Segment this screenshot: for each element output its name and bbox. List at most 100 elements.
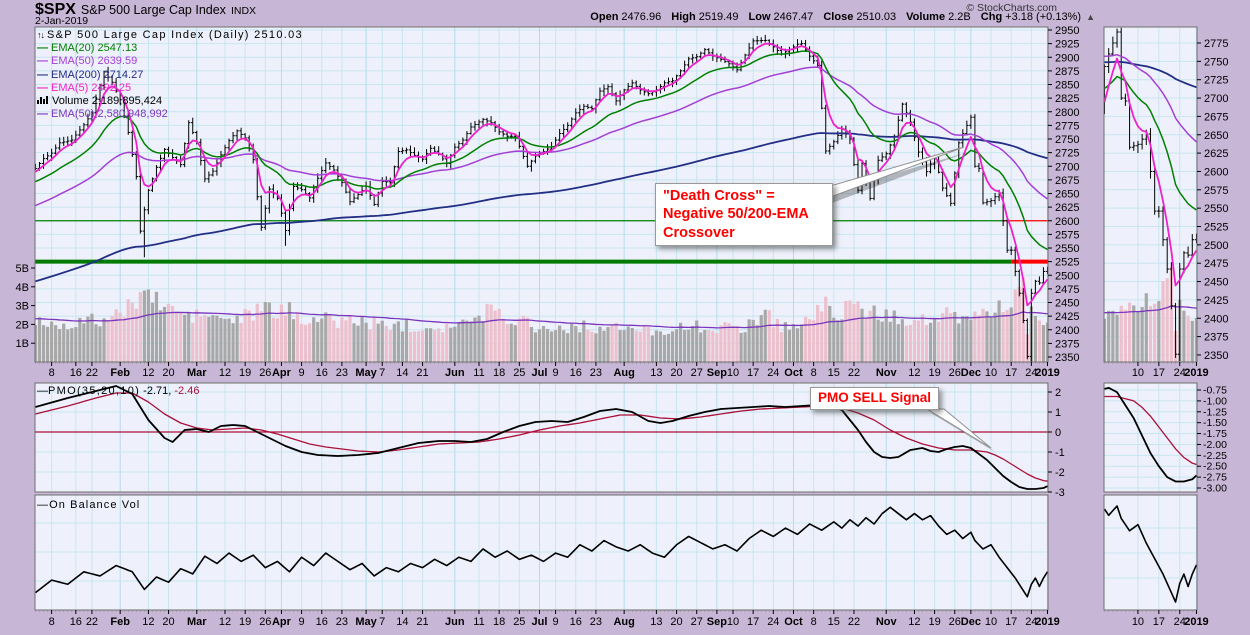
- svg-text:2800: 2800: [1055, 107, 1079, 119]
- svg-text:20: 20: [670, 616, 682, 628]
- svg-text:2875: 2875: [1055, 66, 1079, 78]
- svg-text:Feb: Feb: [110, 616, 130, 628]
- svg-text:22: 22: [848, 367, 860, 379]
- svg-text:15: 15: [828, 367, 840, 379]
- svg-text:24: 24: [1025, 616, 1037, 628]
- svg-text:12: 12: [142, 616, 154, 628]
- svg-text:Mar: Mar: [187, 367, 207, 379]
- svg-text:-1.75: -1.75: [1203, 428, 1227, 440]
- open-label: Open: [590, 11, 619, 23]
- svg-text:20: 20: [670, 367, 682, 379]
- chg-label: Chg: [980, 11, 1003, 23]
- svg-text:2425: 2425: [1055, 311, 1079, 323]
- svg-text:27: 27: [691, 616, 703, 628]
- high-label: High: [671, 11, 696, 23]
- svg-text:9: 9: [553, 616, 559, 628]
- svg-text:Sep: Sep: [707, 616, 727, 628]
- svg-text:2475: 2475: [1055, 284, 1079, 296]
- svg-text:2650: 2650: [1055, 189, 1079, 201]
- svg-text:2750: 2750: [1204, 56, 1228, 68]
- svg-text:2700: 2700: [1055, 161, 1079, 173]
- svg-text:2575: 2575: [1055, 229, 1079, 241]
- svg-text:2625: 2625: [1055, 202, 1079, 214]
- svg-text:2575: 2575: [1204, 185, 1228, 197]
- svg-text:2B: 2B: [16, 319, 29, 331]
- svg-text:2500: 2500: [1204, 240, 1228, 252]
- svg-text:2500: 2500: [1055, 270, 1079, 282]
- low-label: Low: [748, 11, 771, 23]
- svg-text:8: 8: [49, 616, 55, 628]
- svg-text:22: 22: [86, 367, 98, 379]
- svg-text:12: 12: [908, 616, 920, 628]
- svg-text:2: 2: [1055, 387, 1061, 399]
- svg-text:2900: 2900: [1055, 52, 1079, 64]
- svg-text:9: 9: [553, 367, 559, 379]
- svg-text:Jul: Jul: [532, 367, 548, 379]
- svg-text:Oct: Oct: [784, 367, 803, 379]
- svg-text:-1: -1: [1055, 447, 1065, 459]
- svg-text:8: 8: [49, 367, 55, 379]
- svg-text:12: 12: [219, 616, 231, 628]
- svg-text:Apr: Apr: [272, 616, 292, 628]
- svg-text:2450: 2450: [1055, 298, 1079, 310]
- svg-text:10: 10: [1132, 616, 1144, 628]
- svg-text:19: 19: [928, 367, 940, 379]
- svg-text:Dec: Dec: [961, 367, 981, 379]
- svg-text:Nov: Nov: [876, 616, 898, 628]
- svg-text:2400: 2400: [1204, 313, 1228, 325]
- svg-text:23: 23: [336, 367, 348, 379]
- svg-text:7: 7: [379, 616, 385, 628]
- svg-text:24: 24: [1174, 367, 1186, 379]
- svg-text:2525: 2525: [1204, 222, 1228, 234]
- svg-text:1B: 1B: [16, 338, 29, 350]
- death-cross-annotation: "Death Cross" = Negative 50/200-EMA Cros…: [655, 183, 833, 246]
- svg-text:21: 21: [416, 616, 428, 628]
- svg-text:17: 17: [1005, 367, 1017, 379]
- svg-text:-2.00: -2.00: [1203, 439, 1227, 451]
- svg-text:2019: 2019: [1035, 616, 1059, 628]
- svg-text:2600: 2600: [1204, 166, 1228, 178]
- svg-text:2750: 2750: [1055, 134, 1079, 146]
- svg-text:2625: 2625: [1204, 148, 1228, 160]
- svg-text:5B: 5B: [16, 263, 29, 275]
- svg-text:18: 18: [493, 367, 505, 379]
- svg-text:17: 17: [747, 616, 759, 628]
- svg-text:25: 25: [513, 616, 525, 628]
- svg-text:Apr: Apr: [272, 367, 292, 379]
- svg-text:17: 17: [1153, 367, 1165, 379]
- volume-value: 2.2B: [948, 11, 971, 23]
- svg-text:-1.00: -1.00: [1203, 395, 1227, 407]
- svg-text:2725: 2725: [1204, 75, 1228, 87]
- exchange-label: INDX: [230, 5, 257, 17]
- svg-text:23: 23: [590, 616, 602, 628]
- svg-text:16: 16: [70, 367, 82, 379]
- svg-text:2775: 2775: [1204, 38, 1228, 50]
- svg-text:2019: 2019: [1035, 367, 1059, 379]
- low-value: 2467.47: [773, 11, 814, 23]
- svg-text:2400: 2400: [1055, 325, 1079, 337]
- svg-text:26: 26: [949, 367, 961, 379]
- svg-text:17: 17: [1153, 616, 1165, 628]
- svg-text:-3.00: -3.00: [1203, 483, 1227, 495]
- volume-label: Volume: [906, 11, 946, 23]
- svg-text:2350: 2350: [1055, 352, 1079, 364]
- svg-text:19: 19: [928, 616, 940, 628]
- svg-text:0: 0: [1055, 427, 1061, 439]
- svg-text:20: 20: [162, 616, 174, 628]
- svg-text:7: 7: [379, 367, 385, 379]
- death-cross-line2: Negative 50/200-EMA: [663, 206, 809, 223]
- symbol: $SPX: [35, 1, 76, 18]
- svg-text:2825: 2825: [1055, 93, 1079, 105]
- svg-text:2675: 2675: [1055, 175, 1079, 187]
- svg-text:24: 24: [767, 367, 779, 379]
- svg-text:Oct: Oct: [784, 616, 803, 628]
- svg-text:19: 19: [239, 616, 251, 628]
- svg-text:2650: 2650: [1204, 130, 1228, 142]
- svg-text:2475: 2475: [1204, 258, 1228, 270]
- svg-text:9: 9: [299, 367, 305, 379]
- svg-text:16: 16: [70, 616, 82, 628]
- svg-text:2700: 2700: [1204, 93, 1228, 105]
- svg-text:23: 23: [336, 616, 348, 628]
- svg-text:Sep: Sep: [707, 367, 727, 379]
